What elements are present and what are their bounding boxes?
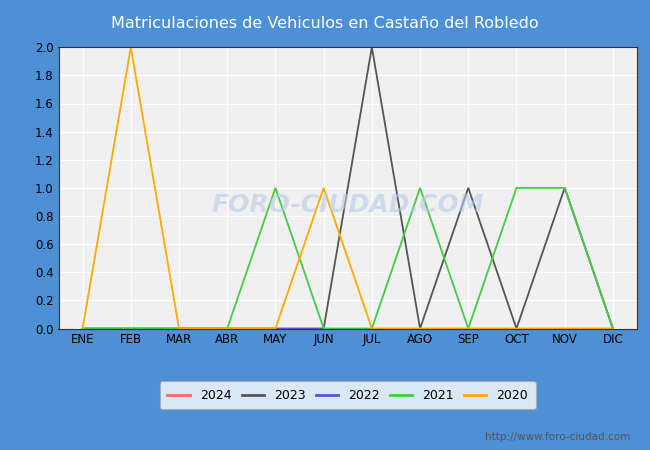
Text: FORO-CIUDAD.COM: FORO-CIUDAD.COM [211,193,484,217]
Text: Matriculaciones de Vehiculos en Castaño del Robledo: Matriculaciones de Vehiculos en Castaño … [111,16,539,31]
Legend: 2024, 2023, 2022, 2021, 2020: 2024, 2023, 2022, 2021, 2020 [160,382,536,410]
Text: http://www.foro-ciudad.com: http://www.foro-ciudad.com [486,432,630,442]
